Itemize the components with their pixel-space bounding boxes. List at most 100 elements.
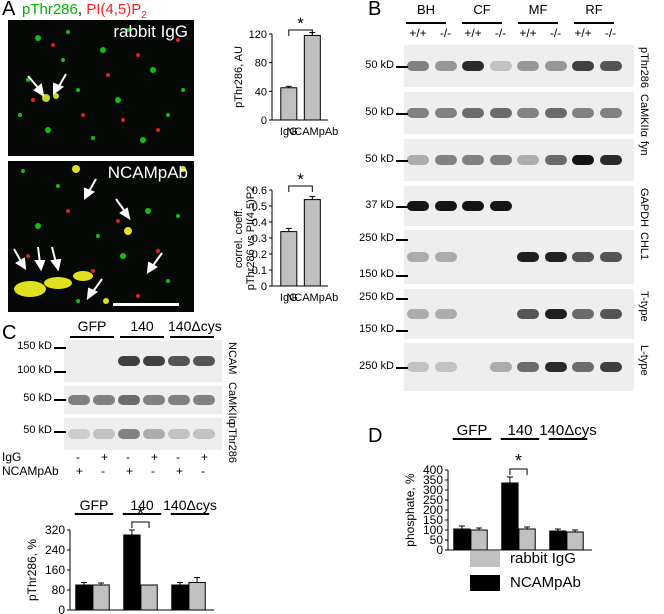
chart-c-group-label: GFP: [80, 497, 109, 513]
blot-b-membrane: [404, 45, 634, 87]
panel-d-letter: D: [368, 425, 383, 447]
blot-b-mw-label: 250 kD: [359, 291, 394, 303]
chart-c: 0 80 160 240 320 GFP 140 140Δcys * pThr286, %: [25, 497, 217, 614]
blot-b-band: [434, 108, 457, 118]
blot-b-row-label: CaMKIIα: [638, 94, 650, 138]
blot-b-mw-tick: [396, 239, 408, 241]
chart-c-ytick-label: 240: [45, 543, 65, 557]
blot-b-band: [544, 252, 567, 262]
chart-d-ytick-label: 250: [423, 493, 443, 507]
micrograph-ncam-puncta: [13, 165, 186, 306]
legend-igg-label: rabbit IgG: [510, 550, 576, 567]
blot-b-genotype: +/+: [574, 26, 592, 40]
chart-d-sig-bracket: [509, 468, 528, 475]
chart-c-bar: [75, 584, 93, 611]
blot-b-row-label: fyn: [638, 141, 650, 156]
blot-b-lane-label: BH: [416, 2, 436, 17]
chart-d-ytick-label: 150: [423, 513, 443, 527]
chart-a2-ytick-label: 0.3: [252, 233, 267, 245]
blot-b-band: [572, 61, 594, 71]
blot-b-mw-label: 150 kD: [359, 323, 394, 335]
blot-b-band: [407, 108, 429, 118]
blot-b-band: [407, 61, 429, 71]
blot-c-mw-label: 150 kD: [17, 340, 52, 352]
chart-a2-sig-star: *: [297, 170, 304, 189]
blot-c-band: [168, 395, 190, 405]
blot-b-mw-tick: [396, 367, 408, 369]
chart-d-ylabel: phosphate, %: [403, 473, 417, 547]
blot-b-band: [599, 362, 622, 372]
blot-c-band: [143, 429, 165, 439]
blot-c-band: [143, 356, 165, 366]
blot-b-lane-underline: [518, 22, 558, 24]
blot-c-band: [118, 395, 140, 405]
blot-b-band: [434, 252, 457, 262]
chart-d-bar: [518, 528, 536, 551]
blot-b-band: [462, 155, 484, 165]
chart-d-ytick-label: 100: [423, 523, 443, 537]
blot-b-membrane: [404, 92, 634, 134]
blot-b-band: [489, 362, 512, 372]
micrograph-igg: rabbit IgG: [8, 20, 194, 156]
stain-red-sub: 2: [141, 10, 147, 21]
chart-d-bar: [549, 530, 567, 551]
blot-c-mw-tick: [54, 371, 66, 373]
blot-b-band: [572, 108, 594, 118]
blot-b-band: [407, 309, 429, 319]
chart-d-bar: [470, 529, 488, 551]
blot-b-genotype: -/-: [494, 26, 507, 40]
micrograph-ncam: NCAMpAb: [8, 161, 194, 312]
chart-d-bar: [566, 531, 584, 551]
panel-c-blots: GFP 140 140Δcys 150 kD 100 kD 50 kD 50 kD NCAM C…: [0, 318, 350, 478]
blot-b-band: [489, 61, 512, 71]
blot-b-lane-label: RF: [585, 2, 603, 17]
blot-c-ncam-sign: +: [126, 464, 134, 478]
chart-c-bar: [123, 534, 141, 611]
chart-a1-ylabel: pThr286, AU: [233, 46, 245, 108]
legend-ncam: NCAMpAb: [470, 574, 581, 591]
blot-b-band: [544, 61, 567, 71]
blot-b-band: [462, 61, 484, 71]
blot-c-igg-sign: +: [151, 450, 159, 464]
blot-c-row-label: pThr286: [226, 422, 238, 463]
chart-d-ytick-label: 300: [423, 483, 443, 497]
blot-b-genotype: -/-: [439, 26, 452, 40]
blot-c-igg-sign: +: [201, 450, 209, 464]
blot-c-band: [118, 429, 140, 439]
blot-b-mw-tick: [396, 160, 408, 162]
chart-d-group-label: GFP: [457, 422, 488, 439]
blot-b-band: [462, 201, 484, 211]
chart-d-sig-star: *: [515, 451, 522, 471]
blot-b-band: [572, 309, 594, 319]
blot-b-mw-tick: [396, 113, 408, 115]
micrograph-ncam-label: NCAMpAb: [107, 163, 188, 182]
chart-a1-sig-bracket: [288, 29, 313, 36]
chart-a2-ylabel: pThr286 vs PI(4,5)P2: [245, 186, 257, 291]
legend-igg-swatch: [470, 550, 500, 567]
chart-a2-ytick-label: 0: [261, 281, 267, 293]
blot-b-band: [434, 362, 457, 372]
blot-b-band: [572, 362, 594, 372]
blot-c-mw-tick: [54, 399, 66, 401]
chart-c-bar: [140, 584, 158, 611]
chart-c-ylabel: pThr286, %: [25, 539, 39, 601]
blot-b-mw-label: 250 kD: [359, 232, 394, 244]
blot-c-mw-tick: [54, 347, 66, 349]
blot-c-igg-sign: -: [126, 450, 130, 464]
blot-b-membrane: [404, 139, 634, 181]
blot-b-band: [517, 362, 539, 372]
chart-a1-ytick-label: 40: [255, 86, 267, 98]
chart-a1-ytick-label: 0: [261, 115, 267, 127]
blot-c-mw-label: 100 kD: [17, 364, 52, 376]
blot-b-band: [599, 61, 622, 71]
blot-b-band: [434, 61, 457, 71]
blot-c-lane-label: GFP: [77, 318, 107, 334]
blot-c-membrane: [64, 386, 222, 414]
blot-b-band: [544, 309, 567, 319]
panel-a-letter: A: [2, 0, 16, 20]
blot-b-band: [462, 108, 484, 118]
blot-b-mw-label: 50 kD: [365, 59, 394, 71]
blot-c-igg-sign: +: [101, 450, 109, 464]
chart-c-bar: [171, 584, 189, 611]
